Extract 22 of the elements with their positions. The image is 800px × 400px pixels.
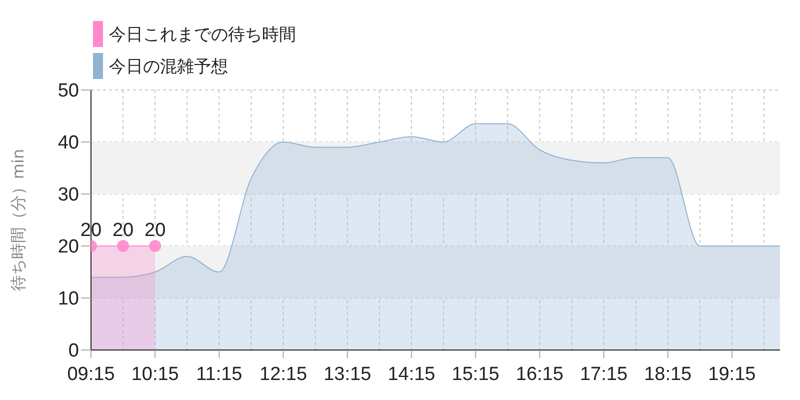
data-label: 20 bbox=[112, 220, 134, 241]
y-axis-title: 待ち時間（分）min bbox=[8, 148, 28, 292]
x-tick-label: 10:15 bbox=[131, 364, 179, 385]
x-tick-label: 15:15 bbox=[452, 364, 500, 385]
x-tick-label: 19:15 bbox=[708, 364, 756, 385]
y-tick-label: 10 bbox=[58, 288, 79, 310]
y-tick-label: 40 bbox=[58, 132, 79, 154]
x-tick-label: 11:15 bbox=[196, 364, 242, 385]
x-tick-label: 14:15 bbox=[388, 364, 436, 385]
y-tick-label: 20 bbox=[58, 236, 79, 258]
legend-label: 今日これまでの待ち時間 bbox=[109, 24, 296, 46]
x-tick-label: 16:15 bbox=[516, 364, 564, 385]
x-tick-label: 17:15 bbox=[580, 364, 628, 385]
x-tick-label: 18:15 bbox=[644, 364, 692, 385]
x-tick-label: 09:15 bbox=[67, 364, 115, 385]
y-tick-label: 30 bbox=[58, 184, 79, 206]
y-tick-label: 50 bbox=[58, 80, 79, 102]
data-label: 20 bbox=[144, 220, 166, 241]
x-tick-label: 12:15 bbox=[260, 364, 308, 385]
y-tick-label: 0 bbox=[68, 340, 79, 362]
x-tick-label: 13:15 bbox=[324, 364, 372, 385]
legend-label: 今日の混雑予想 bbox=[109, 56, 228, 78]
